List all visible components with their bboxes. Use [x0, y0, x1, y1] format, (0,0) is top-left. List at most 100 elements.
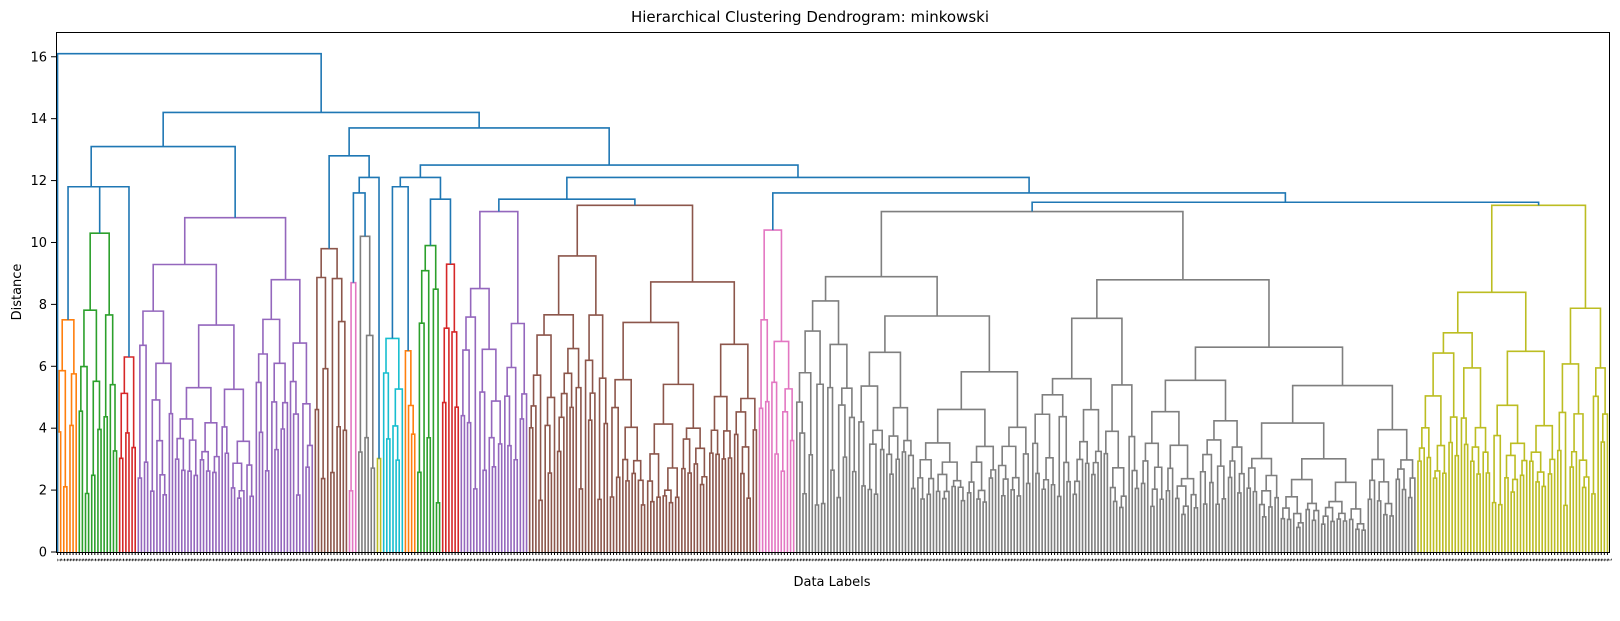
x-leaf-label: 1	[1596, 558, 1603, 562]
x-leaf-label: 1	[264, 558, 271, 562]
x-leaf-label: 1	[167, 558, 174, 562]
x-leaf-label: 1	[717, 558, 724, 562]
x-leaf-label: 1	[149, 558, 156, 562]
y-tick-label: 6	[39, 360, 47, 375]
x-leaf-label: 1	[736, 558, 743, 562]
x-leaf-label: 1	[608, 558, 615, 562]
x-leaf-label: 1	[602, 558, 609, 562]
x-leaf-label: 1	[817, 558, 824, 562]
x-leaf-label: 1	[357, 558, 364, 562]
x-leaf-label: 1	[1341, 558, 1348, 562]
x-leaf-label: 1	[407, 558, 414, 562]
x-leaf-label: 1	[1034, 558, 1041, 562]
x-leaf-label: 1	[1214, 558, 1221, 562]
dendrogram-link	[872, 429, 883, 450]
dendrogram-link	[435, 502, 441, 552]
x-leaf-label: 1	[1509, 558, 1516, 562]
dendrogram-link	[966, 491, 972, 552]
x-leaf-label: 1	[413, 558, 420, 562]
x-leaf-label: 1	[1093, 558, 1100, 562]
x-leaf-label: 1	[1382, 558, 1389, 562]
x-leaf-label: 1	[1186, 558, 1193, 562]
dendrogram-link	[733, 433, 739, 552]
dendrogram-link	[230, 487, 236, 552]
x-leaf-label: 1	[1459, 558, 1466, 562]
x-leaf-label: 1	[1407, 558, 1414, 562]
dendrogram-link	[391, 185, 409, 351]
x-leaf-label: 1	[1152, 558, 1159, 562]
x-leaf-label: 1	[664, 558, 671, 562]
x-leaf-label: 1	[1155, 558, 1162, 562]
x-leaf-label: 1	[574, 558, 581, 562]
x-leaf-label: 1	[1435, 558, 1442, 562]
dendrogram-link	[1448, 441, 1453, 552]
x-leaf-label: 1	[562, 558, 569, 562]
x-leaf-label: 1	[400, 558, 407, 562]
dendrogram-link	[385, 438, 391, 552]
x-leaf-label: 1	[618, 558, 625, 562]
dendrogram-link	[410, 433, 416, 552]
x-leaf-label: 1	[1105, 558, 1112, 562]
x-leaf-label: 1	[795, 558, 802, 562]
x-leaf-label: 1	[1273, 558, 1280, 562]
y-tick-label: 14	[30, 112, 47, 127]
x-leaf-label: 1	[851, 558, 858, 562]
dendrogram-link	[719, 343, 749, 399]
dendrogram-link	[1485, 472, 1491, 552]
x-leaf-label: 1	[1348, 558, 1355, 562]
y-tick-label: 8	[39, 298, 47, 313]
x-leaf-label: 1	[1562, 558, 1569, 562]
dendrogram-link	[352, 192, 366, 283]
x-leaf-label: 1	[214, 558, 221, 562]
dendrogram-link	[1001, 445, 1017, 478]
dendrogram-link	[603, 422, 609, 552]
x-leaf-label: 1	[1599, 558, 1606, 562]
x-leaf-label: 1	[1447, 558, 1454, 562]
dendrogram-link	[103, 415, 109, 552]
dendrogram-link	[305, 466, 310, 552]
dendrogram-link	[941, 497, 947, 552]
x-leaf-label: 1	[866, 558, 873, 562]
x-leaf-label: 1	[975, 558, 982, 562]
dendrogram-link	[445, 263, 456, 332]
dendrogram-link	[746, 497, 751, 552]
dendrogram-link	[90, 474, 96, 552]
x-leaf-label: 1	[503, 558, 510, 562]
x-leaf-label: 1	[1037, 558, 1044, 562]
x-leaf-label: 1	[1376, 558, 1383, 562]
x-leaf-label: 1	[1258, 558, 1265, 562]
dendrogram-link	[205, 470, 211, 552]
x-leaf-label: 1	[77, 558, 84, 562]
x-leaf-label: 1	[518, 558, 525, 562]
x-leaf-label: 1	[136, 558, 143, 562]
x-leaf-label: 1	[363, 558, 370, 562]
dendrogram-link	[69, 424, 74, 552]
dendrogram-link	[358, 451, 363, 552]
dendrogram-link	[1491, 501, 1497, 552]
x-leaf-label: 1	[251, 558, 258, 562]
dendrogram-link	[1389, 515, 1394, 552]
dendrogram-link	[1436, 444, 1446, 474]
dendrogram-link	[1442, 472, 1447, 552]
x-leaf-label: 1	[130, 558, 137, 562]
dendrogram-link	[193, 474, 199, 552]
dendrogram-link	[824, 275, 938, 316]
x-leaf-label: 1	[966, 558, 973, 562]
x-leaf-label: 1	[919, 558, 926, 562]
x-leaf-label: 1	[344, 558, 351, 562]
x-leaf-label: 1	[1130, 558, 1137, 562]
x-leaf-label: 1	[1012, 558, 1019, 562]
x-leaf-label: 1	[1425, 558, 1432, 562]
x-leaf-label: 1	[1286, 558, 1293, 562]
dendrogram-link	[1181, 513, 1186, 552]
dendrogram-link	[1563, 504, 1568, 552]
dendrogram-link	[662, 495, 668, 552]
dendrogram-link	[337, 320, 346, 431]
dendrogram-link	[861, 485, 866, 552]
dendrogram-link	[513, 458, 519, 552]
x-leaf-label: 1	[534, 558, 541, 562]
x-leaf-label: 1	[1006, 558, 1013, 562]
x-leaf-label: 1	[220, 558, 227, 562]
x-leaf-label: 1	[1590, 558, 1597, 562]
x-leaf-label: 1	[596, 558, 603, 562]
